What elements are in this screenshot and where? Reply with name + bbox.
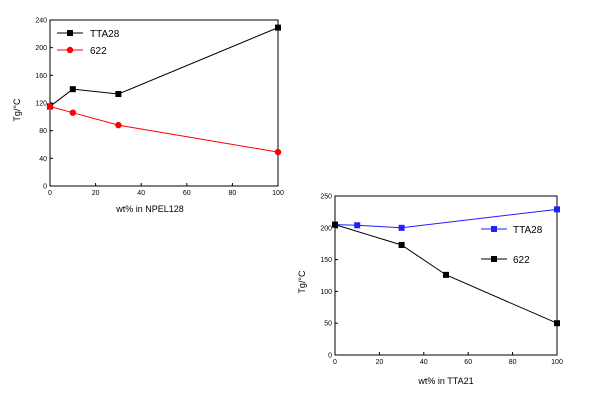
x-tick-label: 40 bbox=[420, 359, 428, 366]
x-tick-label: 80 bbox=[229, 190, 237, 197]
data-point bbox=[69, 109, 77, 116]
data-point bbox=[398, 241, 405, 248]
x-tick-label: 60 bbox=[183, 190, 191, 197]
data-point bbox=[69, 86, 76, 93]
y-tick-label: 0 bbox=[43, 184, 47, 191]
data-point bbox=[274, 148, 282, 156]
y-tick-label: 200 bbox=[35, 45, 47, 52]
y-tick-label: 250 bbox=[320, 194, 332, 201]
y-tick-label: 150 bbox=[320, 257, 332, 264]
series-line bbox=[334, 208, 558, 229]
data-point bbox=[275, 24, 281, 31]
series-line bbox=[334, 224, 558, 324]
x-tick-label: 40 bbox=[137, 190, 145, 197]
data-point bbox=[398, 224, 405, 231]
x-tick-label: 100 bbox=[272, 190, 284, 197]
data-point bbox=[115, 121, 122, 129]
data-point bbox=[332, 221, 338, 228]
y-tick-label: 80 bbox=[39, 128, 47, 135]
series-line bbox=[49, 105, 279, 153]
legend-marker bbox=[67, 30, 73, 36]
y-axis-label: Tg/°C bbox=[297, 270, 307, 294]
x-tick-label: 60 bbox=[464, 359, 472, 366]
data-point bbox=[115, 91, 122, 98]
y-tick-label: 120 bbox=[35, 101, 47, 108]
legend-label: 622 bbox=[513, 255, 530, 266]
y-tick-label: 50 bbox=[324, 321, 332, 328]
y-axis-label: Tg/°C bbox=[12, 98, 22, 122]
series-line bbox=[49, 27, 279, 107]
x-tick-label: 0 bbox=[48, 190, 52, 197]
y-tick-label: 160 bbox=[35, 73, 47, 80]
data-point bbox=[46, 103, 54, 110]
y-tick-label: 0 bbox=[328, 353, 332, 360]
x-tick-label: 80 bbox=[509, 359, 517, 366]
x-tick-label: 100 bbox=[551, 359, 563, 366]
y-tick-label: 100 bbox=[320, 289, 332, 296]
y-tick-label: 240 bbox=[35, 18, 47, 25]
plot-frame bbox=[49, 19, 279, 187]
data-point bbox=[554, 206, 560, 213]
legend-label: TTA28 bbox=[513, 225, 543, 236]
y-tick-label: 200 bbox=[320, 225, 332, 232]
plot-frame bbox=[334, 195, 558, 356]
legend-marker bbox=[491, 256, 497, 262]
x-tick-label: 20 bbox=[92, 190, 100, 197]
legend-marker bbox=[491, 226, 497, 232]
legend-label: TTA28 bbox=[90, 29, 120, 40]
data-point bbox=[554, 320, 560, 327]
x-tick-label: 20 bbox=[376, 359, 384, 366]
chart-tg-vs-tta21: 0 20 40 60 80 100 0 50 100 150 200 250 wt% in TTA21 T… bbox=[297, 194, 563, 387]
legend-label: 622 bbox=[90, 46, 107, 57]
chart-tg-vs-npel128: 0 20 40 60 80 100 0 40 80 120 160 200 240 wt% in NPEL… bbox=[12, 18, 284, 215]
legend-marker bbox=[66, 46, 74, 54]
x-axis-label: wt% in NPEL128 bbox=[115, 204, 184, 214]
data-point bbox=[443, 271, 449, 278]
x-tick-label: 0 bbox=[333, 359, 337, 366]
y-tick-label: 40 bbox=[39, 156, 47, 163]
x-axis-label: wt% in TTA21 bbox=[417, 376, 473, 386]
data-point bbox=[354, 222, 361, 229]
